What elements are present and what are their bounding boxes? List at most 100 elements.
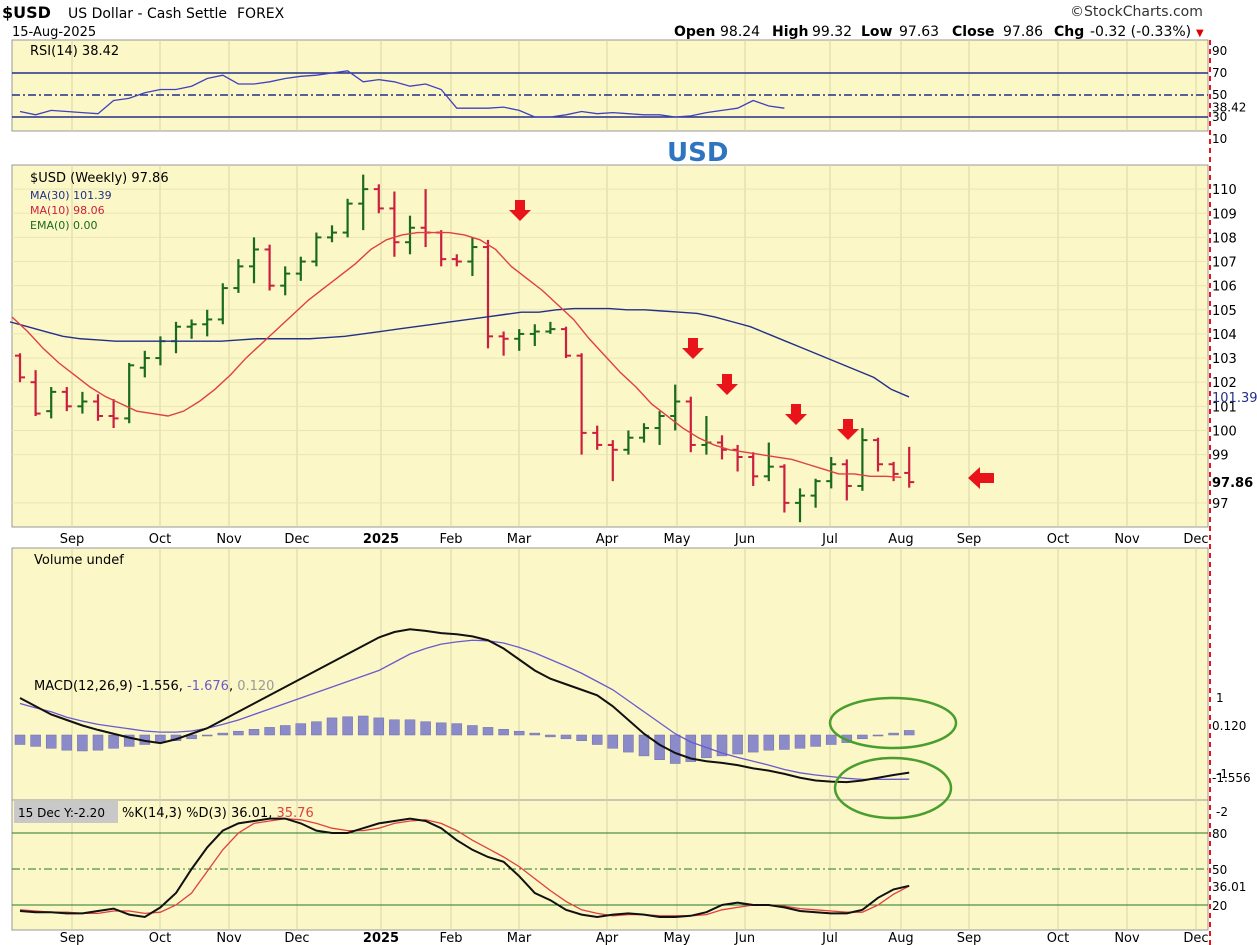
macd-histogram-bar	[77, 734, 88, 752]
price-tick-label: 101	[1212, 400, 1237, 415]
macd-histogram-bar	[685, 734, 697, 762]
macd-histogram-bar	[404, 719, 416, 736]
month-tick-label: Jul	[821, 532, 838, 547]
price-bar	[826, 457, 837, 489]
month-tick-label: Aug	[888, 931, 913, 945]
close-label: Close	[952, 24, 995, 40]
price-tick-label: 97	[1212, 497, 1229, 512]
month-tick-label: 2025	[363, 931, 399, 945]
macd-histogram-bar	[872, 734, 884, 737]
month-tick-label: Dec	[284, 532, 309, 547]
price-tick-label: 105	[1212, 304, 1237, 319]
macd-histogram-bar	[888, 732, 899, 736]
price-bar	[451, 254, 462, 267]
stoch-tick-label: 80	[1212, 827, 1227, 841]
stoch-tick-label: 20	[1212, 899, 1227, 913]
macd-histogram-bar	[732, 734, 743, 755]
month-tick-label: Oct	[1047, 931, 1069, 945]
month-tick-label: Jun	[734, 931, 755, 945]
month-tick-label: Nov	[216, 931, 242, 945]
macd-histogram-bar	[576, 734, 587, 741]
macd-legend: MACD(12,26,9) -1.556, -1.676, 0.120	[34, 679, 274, 694]
ohlc-summary: Open 98.24 High 99.32 Low 97.63 Close 97…	[674, 24, 1191, 40]
price-bar	[30, 370, 41, 416]
macd-histogram-bar	[217, 732, 229, 736]
price-tick-label: 99	[1212, 449, 1229, 464]
price-bar	[592, 425, 603, 450]
macd-histogram-bar	[342, 716, 353, 736]
ma10-line	[11, 231, 902, 478]
price-bar	[15, 353, 25, 383]
source-watermark: ©StockCharts.com	[1070, 4, 1203, 20]
usd-annotation: USD	[667, 138, 728, 168]
price-bar	[576, 353, 587, 455]
price-bar	[654, 411, 665, 445]
axis-labels: Sep Sep Oct Oct Nov Nov Dec Dec 2025 2025 Feb Feb Ma…	[60, 44, 1257, 945]
macd-histogram-bar	[623, 734, 634, 753]
description: US Dollar - Cash Settle	[68, 6, 227, 22]
month-tick-label: Feb	[439, 931, 462, 945]
close-value: 97.86	[1003, 24, 1043, 40]
month-tick-label: Oct	[1047, 532, 1069, 547]
price-tick-label: 107	[1212, 256, 1237, 271]
stochastic-legend: %K(14,3) %D(3) 36.01, 35.76	[122, 806, 314, 821]
price-bar	[529, 324, 540, 346]
rsi-tick-label: 30	[1212, 110, 1227, 124]
macd-histogram-bar	[61, 734, 73, 751]
chg-value: -0.32 (-0.33%)	[1090, 24, 1191, 40]
volume-legend: Volume undef	[34, 553, 124, 568]
price-bar	[514, 329, 525, 351]
macd-hist-last-label: 0.120	[1212, 719, 1246, 733]
price-tick-label: 108	[1212, 231, 1237, 246]
high-value: 99.32	[812, 24, 852, 40]
macd-histogram-bar	[373, 717, 385, 736]
price-bar	[295, 256, 306, 281]
month-tick-label: Dec	[1183, 532, 1208, 547]
price-tick-label: 103	[1212, 352, 1237, 367]
price-tick-label: 100	[1212, 424, 1237, 439]
month-tick-label: Nov	[1114, 931, 1140, 945]
stoch-last-label: 36.01	[1212, 880, 1246, 894]
month-tick-label: Sep	[60, 931, 85, 945]
month-tick-label: Mar	[507, 532, 532, 547]
price-bar	[685, 396, 696, 453]
ema-legend: EMA(0) 0.00	[30, 219, 98, 232]
macd-histogram-bar	[560, 734, 572, 740]
macd-histogram-bar	[295, 723, 307, 736]
price-bar	[139, 350, 150, 378]
grid	[12, 40, 1208, 930]
rsi-line	[19, 70, 785, 118]
month-tick-label: Jul	[821, 931, 838, 945]
macd-histogram-bar	[545, 734, 556, 738]
open-label: Open	[674, 24, 715, 40]
low-value: 97.63	[899, 24, 939, 40]
price-last-label: 101.39	[1212, 391, 1257, 406]
price-tick-label: 102	[1212, 376, 1237, 391]
price-last-label: 97.86	[1212, 476, 1253, 491]
price-bar	[249, 237, 259, 284]
price-bar	[61, 387, 72, 412]
crosshair-tooltip: 15 Dec Y:-2.20	[18, 806, 105, 820]
macd-histogram-bar	[498, 729, 509, 736]
price-bar	[888, 461, 899, 482]
month-tick-label: Jun	[734, 532, 755, 547]
high-label: High	[772, 24, 809, 40]
price-bar	[217, 283, 228, 325]
month-tick-label: Aug	[888, 532, 913, 547]
chg-label: Chg	[1054, 24, 1084, 40]
month-tick-label: Apr	[596, 532, 619, 547]
price-bar	[467, 237, 478, 277]
macd-histogram-bar	[638, 734, 650, 757]
low-label: Low	[861, 24, 893, 40]
price-bar	[607, 440, 618, 482]
stochastic-legend-main: %K(14,3) %D(3) 36.01	[122, 806, 268, 821]
price-bar	[873, 437, 883, 472]
chg-down-marker: ▼	[1196, 28, 1204, 39]
macd-legend-signal: -1.676	[187, 679, 229, 694]
month-tick-label: Nov	[216, 532, 242, 547]
price-bar	[623, 430, 634, 455]
macd-signal-line	[19, 639, 910, 781]
exchange: FOREX	[237, 6, 285, 22]
price-bar	[311, 232, 322, 267]
macd-histogram-bar	[311, 721, 322, 736]
